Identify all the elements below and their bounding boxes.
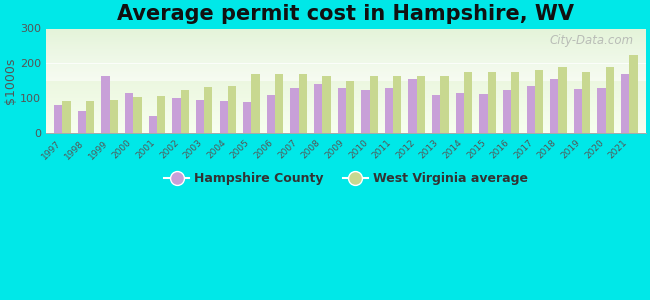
Bar — [503, 90, 511, 134]
Bar — [322, 76, 331, 134]
Bar — [456, 93, 464, 134]
Y-axis label: $1000s: $1000s — [4, 58, 17, 104]
Bar — [488, 72, 496, 134]
Bar — [346, 81, 354, 134]
Bar — [479, 94, 488, 134]
Bar — [291, 88, 298, 134]
Bar — [432, 95, 440, 134]
Bar — [220, 101, 228, 134]
Bar — [574, 89, 582, 134]
Bar — [369, 76, 378, 134]
Bar — [149, 116, 157, 134]
Bar — [511, 72, 519, 134]
Bar — [361, 90, 369, 134]
Bar — [385, 88, 393, 134]
Bar — [535, 70, 543, 134]
Bar — [110, 100, 118, 134]
Bar — [78, 111, 86, 134]
Bar — [54, 106, 62, 134]
Bar — [204, 87, 213, 134]
Bar — [606, 67, 614, 134]
Bar — [597, 88, 606, 134]
Bar — [227, 85, 236, 134]
Bar — [621, 74, 629, 134]
Bar — [252, 74, 260, 134]
Bar — [125, 93, 133, 134]
Bar — [582, 72, 590, 134]
Bar — [172, 98, 181, 134]
Bar — [298, 74, 307, 134]
Bar — [526, 85, 535, 134]
Legend: Hampshire County, West Virginia average: Hampshire County, West Virginia average — [159, 167, 532, 190]
Bar — [133, 98, 142, 134]
Bar — [417, 76, 425, 134]
Bar — [550, 79, 558, 134]
Bar — [275, 74, 283, 134]
Bar — [101, 76, 110, 134]
Bar — [629, 55, 638, 134]
Text: City-Data.com: City-Data.com — [550, 34, 634, 47]
Bar — [337, 88, 346, 134]
Bar — [243, 102, 252, 134]
Bar — [314, 85, 322, 134]
Bar — [157, 96, 165, 134]
Bar — [558, 67, 567, 134]
Bar — [86, 101, 94, 134]
Bar — [181, 90, 188, 134]
Bar — [464, 72, 473, 134]
Bar — [266, 95, 275, 134]
Title: Average permit cost in Hampshire, WV: Average permit cost in Hampshire, WV — [118, 4, 575, 24]
Bar — [196, 100, 204, 134]
Bar — [408, 79, 417, 134]
Bar — [393, 76, 402, 134]
Bar — [440, 76, 448, 134]
Bar — [62, 101, 71, 134]
